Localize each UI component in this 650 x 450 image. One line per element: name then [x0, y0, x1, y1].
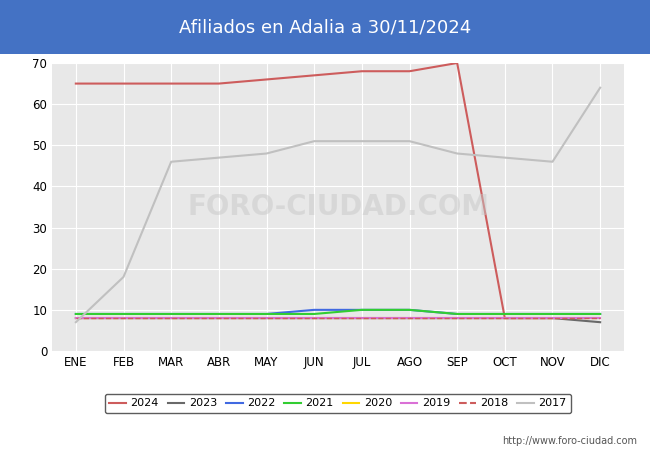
Legend: 2024, 2023, 2022, 2021, 2020, 2019, 2018, 2017: 2024, 2023, 2022, 2021, 2020, 2019, 2018… [105, 394, 571, 413]
Text: Afiliados en Adalia a 30/11/2024: Afiliados en Adalia a 30/11/2024 [179, 18, 471, 36]
Text: FORO-CIUDAD.COM: FORO-CIUDAD.COM [187, 193, 489, 221]
Text: http://www.foro-ciudad.com: http://www.foro-ciudad.com [502, 436, 637, 446]
